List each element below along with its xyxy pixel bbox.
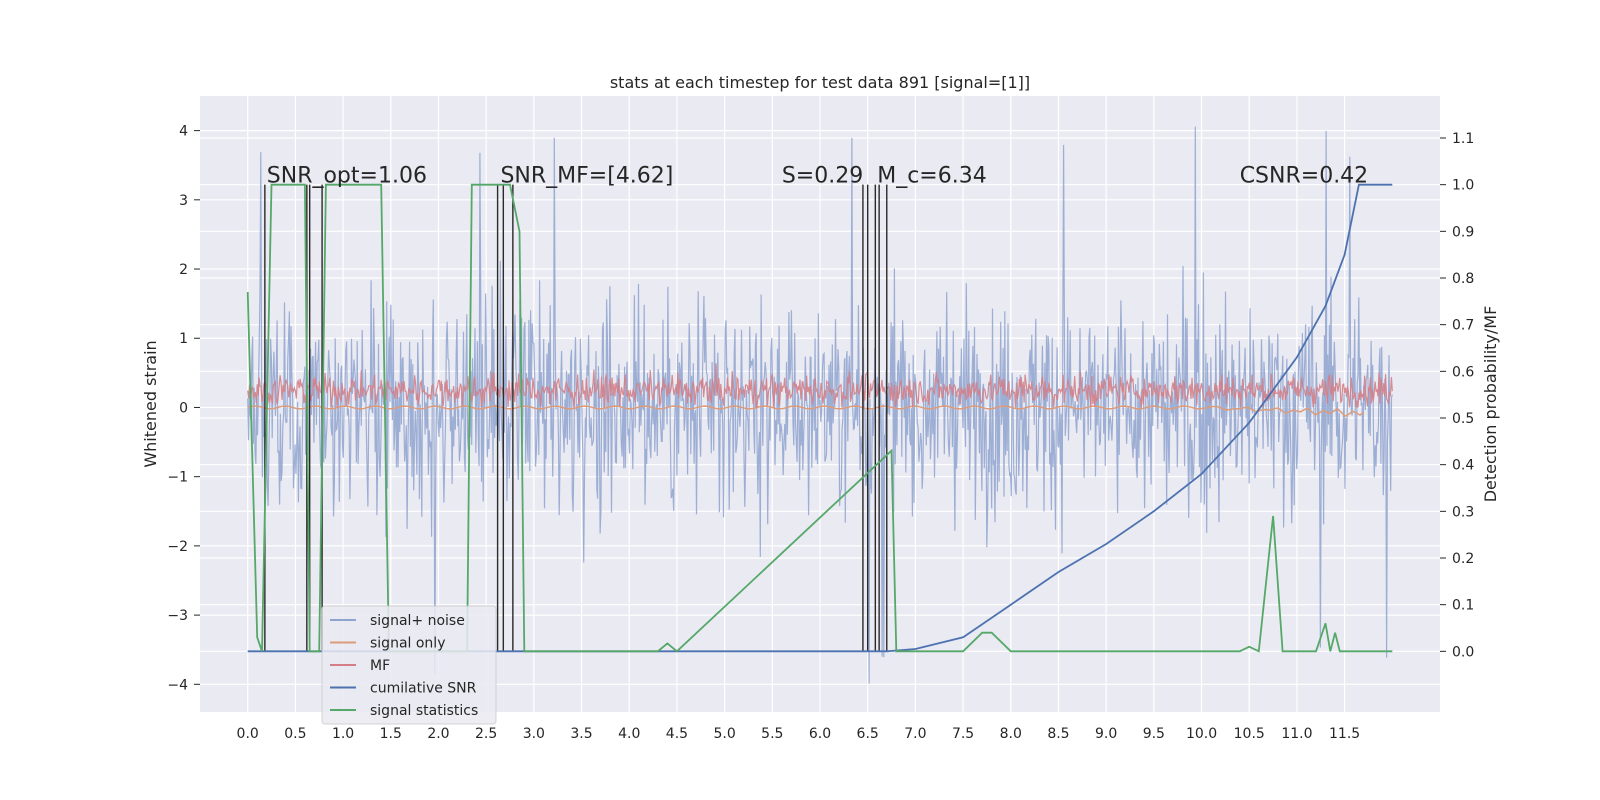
y-tick-label: 4 bbox=[179, 124, 188, 140]
x-tick-label: 2.0 bbox=[427, 726, 449, 742]
y-right-tick-label: 1.0 bbox=[1452, 178, 1474, 194]
x-tick-label: 0.5 bbox=[284, 726, 306, 742]
y-right-tick-label: 0.6 bbox=[1452, 364, 1474, 380]
y-tick-label: −3 bbox=[167, 608, 188, 624]
x-tick-label: 5.5 bbox=[761, 726, 783, 742]
y-tick-label: 3 bbox=[179, 193, 188, 209]
y-right-tick-label: 1.1 bbox=[1452, 131, 1474, 147]
y-right-tick-label: 0.7 bbox=[1452, 318, 1474, 334]
x-tick-label: 10.0 bbox=[1186, 726, 1217, 742]
x-tick-label: 1.5 bbox=[380, 726, 402, 742]
y-right-tick-label: 0.9 bbox=[1452, 224, 1474, 240]
series-mf bbox=[247, 363, 1393, 409]
y-right-tick-label: 0.4 bbox=[1452, 458, 1474, 474]
x-tick-label: 5.0 bbox=[713, 726, 735, 742]
annotation-label: SNR_MF=[4.62] bbox=[500, 164, 673, 189]
x-tick-label: 9.0 bbox=[1095, 726, 1117, 742]
y-tick-label: 2 bbox=[179, 262, 188, 278]
legend: signal+ noise signal only MF cumilative SNR… bbox=[321, 605, 497, 725]
y-tick-label: 0 bbox=[179, 400, 188, 416]
x-tick-label: 0.0 bbox=[237, 726, 259, 742]
y-right-tick-label: 0.2 bbox=[1452, 551, 1474, 567]
chart-title: stats at each timestep for test data 891… bbox=[610, 73, 1030, 92]
annotation-label: S=0.29 bbox=[782, 164, 863, 189]
x-tick-label: 6.5 bbox=[857, 726, 879, 742]
x-tick-label: 1.0 bbox=[332, 726, 354, 742]
y-right-tick-label: 0.8 bbox=[1452, 271, 1474, 287]
x-tick-label: 3.0 bbox=[523, 726, 545, 742]
y-right-tick-label: 0.3 bbox=[1452, 504, 1474, 520]
x-tick-label: 11.5 bbox=[1329, 726, 1360, 742]
x-tick-label: 3.5 bbox=[570, 726, 592, 742]
y-right-tick-label: 0.5 bbox=[1452, 411, 1474, 427]
x-tick-label: 7.0 bbox=[904, 726, 926, 742]
x-tick-label: 8.5 bbox=[1047, 726, 1069, 742]
legend-label: signal+ noise bbox=[370, 613, 465, 629]
y-tick-label: −1 bbox=[167, 470, 188, 486]
legend-label: MF bbox=[370, 658, 390, 674]
x-tick-labels: 0.0 0.5 1.0 1.5 2.0 2.5 3.0 3.5 4.0 4.5 5.0 5.5 6.0 6… bbox=[237, 726, 1361, 742]
legend-box bbox=[321, 605, 497, 725]
y-axis-label: Whitened strain bbox=[141, 340, 160, 467]
y-tick-label: −2 bbox=[167, 539, 188, 555]
annotations: SNR_opt=1.06 SNR_MF=[4.62] S=0.29 M_c=6.34 C… bbox=[267, 164, 1368, 189]
y-tick-label: 1 bbox=[179, 331, 188, 347]
x-tick-label: 4.5 bbox=[666, 726, 688, 742]
annotation-label: SNR_opt=1.06 bbox=[267, 164, 427, 189]
x-tick-label: 9.5 bbox=[1143, 726, 1165, 742]
series-signal-only bbox=[247, 405, 1365, 418]
y-right-tick-label: 0.1 bbox=[1452, 598, 1474, 614]
y-right-tick-label: 0.0 bbox=[1452, 644, 1474, 660]
series-layer bbox=[246, 126, 1393, 684]
series-signal-noise bbox=[247, 126, 1393, 684]
annotation-label: CSNR=0.42 bbox=[1240, 164, 1369, 189]
x-tick-label: 4.0 bbox=[618, 726, 640, 742]
y-tick-labels: −4 −3 −2 −1 0 1 2 3 4 bbox=[167, 124, 200, 693]
y-right-tick-labels: 0.0 0.1 0.2 0.3 0.4 0.5 0.6 0.7 0.8 0.9 1.0 1.1 bbox=[1440, 131, 1474, 660]
y-right-axis-label: Detection probability/MF bbox=[1481, 306, 1500, 503]
x-tick-label: 11.0 bbox=[1281, 726, 1312, 742]
x-tick-label: 8.0 bbox=[1000, 726, 1022, 742]
x-tick-label: 6.0 bbox=[809, 726, 831, 742]
y-tick-label: −4 bbox=[167, 677, 188, 693]
x-tick-label: 2.5 bbox=[475, 726, 497, 742]
series-signal-statistics bbox=[246, 183, 1393, 653]
x-tick-label: 10.5 bbox=[1234, 726, 1265, 742]
legend-label: signal statistics bbox=[370, 703, 478, 719]
x-tick-label: 7.5 bbox=[952, 726, 974, 742]
legend-label: cumilative SNR bbox=[370, 681, 477, 697]
legend-label: signal only bbox=[370, 636, 445, 652]
annotation-label: M_c=6.34 bbox=[877, 164, 987, 189]
